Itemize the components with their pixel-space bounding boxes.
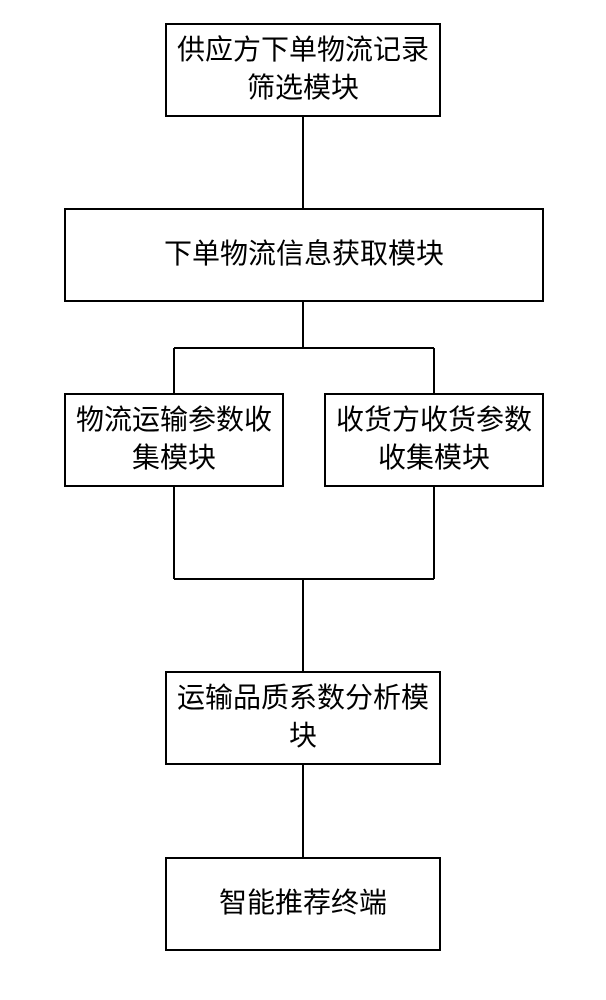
node-n2-label: 下单物流信息获取模块 xyxy=(65,209,543,301)
node-n2: 下单物流信息获取模块 xyxy=(65,209,543,301)
node-n4: 收货方收货参数收集模块 xyxy=(325,394,543,486)
flowchart-canvas: 供应方下单物流记录筛选模块 下单物流信息获取模块 物流运输参数收集模块 收货方收… xyxy=(0,0,606,1000)
node-n1-label: 供应方下单物流记录筛选模块 xyxy=(166,24,440,116)
node-n5: 运输品质系数分析模块 xyxy=(166,672,440,764)
node-n4-label: 收货方收货参数收集模块 xyxy=(325,394,543,486)
node-n5-label: 运输品质系数分析模块 xyxy=(166,672,440,764)
node-n1: 供应方下单物流记录筛选模块 xyxy=(166,24,440,116)
node-n3: 物流运输参数收集模块 xyxy=(65,394,283,486)
node-n3-label: 物流运输参数收集模块 xyxy=(65,394,283,486)
node-n6-label: 智能推荐终端 xyxy=(166,858,440,950)
node-n6: 智能推荐终端 xyxy=(166,858,440,950)
